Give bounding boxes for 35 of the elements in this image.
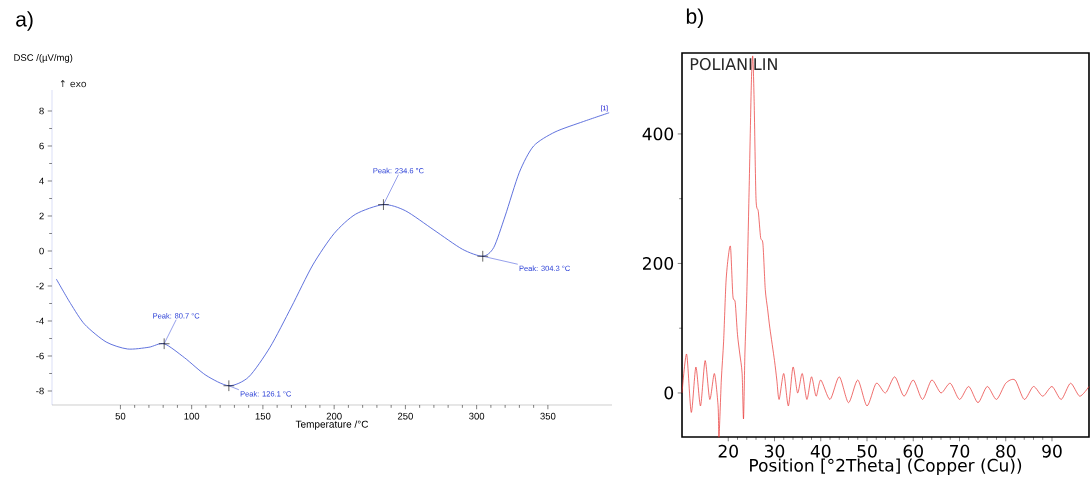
annotation: POLIANILIN <box>690 58 777 71</box>
x-tick-label: 50 <box>115 412 126 420</box>
chart-title: b) <box>686 8 703 28</box>
chart-title: a) <box>16 11 33 31</box>
x-tick-label: 30 <box>764 444 785 458</box>
x-tick-label: 100 <box>184 412 200 420</box>
x-tick-label: 20 <box>718 444 738 458</box>
x-tick-label: 70 <box>950 444 970 458</box>
y-tick-label: -4 <box>36 317 44 325</box>
y-tick-label: 6 <box>39 142 44 150</box>
x-tick-label: 300 <box>469 412 485 420</box>
y-tick-label: 200 <box>643 257 674 270</box>
text: ↑ exo <box>60 80 87 88</box>
y-tick-label: 0 <box>664 386 674 400</box>
y-tick-label: -6 <box>36 352 44 360</box>
x-tick-label: 90 <box>1042 444 1062 458</box>
x-tick-label: 60 <box>903 444 923 458</box>
y-tick-label: -2 <box>36 282 44 290</box>
x-tick-label: 350 <box>540 412 556 420</box>
y-tick-label: 8 <box>39 107 44 115</box>
y-tick-label: -8 <box>36 387 44 395</box>
y-tick-label: 0 <box>39 247 44 255</box>
x-tick-label: 40 <box>810 444 831 458</box>
x-tick-label: 250 <box>397 412 413 420</box>
x-axis-title: Position [°2Theta] (Copper (Cu)) <box>750 458 1022 475</box>
x-tick-label: 150 <box>255 412 271 420</box>
x-tick-label: 50 <box>857 444 877 458</box>
y-tick-label: 4 <box>39 177 44 185</box>
x-tick-label: 200 <box>326 412 342 420</box>
line-series <box>681 55 1090 438</box>
x-axis-title: Temperature /°C <box>295 420 369 430</box>
y-axis-title: DSC /(µV/mg) <box>14 53 73 63</box>
x-tick-label: 80 <box>996 444 1016 458</box>
y-tick-label: 400 <box>642 127 674 141</box>
y-tick-label: 2 <box>39 212 44 220</box>
